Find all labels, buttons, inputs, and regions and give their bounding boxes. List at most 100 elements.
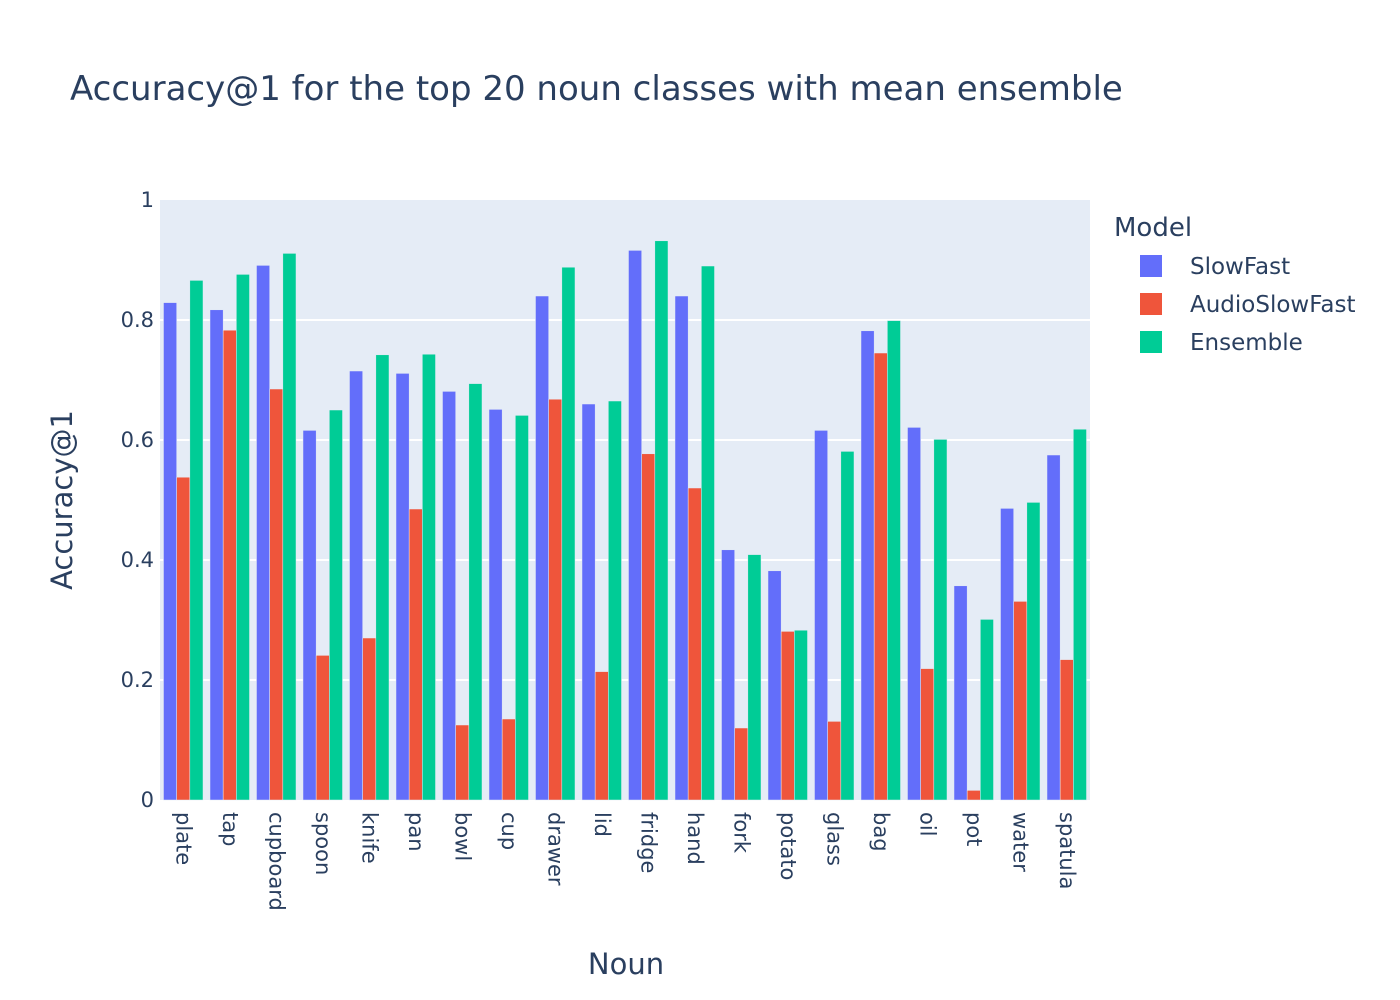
- legend-swatch-ensemble: [1140, 331, 1162, 353]
- bar-ensemble-knife: [375, 354, 390, 801]
- x-tick-label: potato: [776, 812, 800, 880]
- legend-label-slowfast: SlowFast: [1190, 254, 1290, 280]
- bar-ensemble-oil: [933, 439, 948, 801]
- x-tick-label: spoon: [311, 812, 335, 875]
- x-tick-label: pot: [962, 812, 986, 846]
- bar-ensemble-pot: [980, 619, 994, 801]
- legend-swatch-slowfast: [1140, 255, 1162, 277]
- bar-ensemble-potato: [794, 629, 808, 801]
- bar-slowfast-hand: [674, 295, 689, 801]
- x-tick-label: knife: [357, 812, 381, 864]
- legend: Model SlowFast AudioSlowFast Ensemble: [1114, 213, 1355, 356]
- bar-ensemble-bag: [887, 320, 901, 801]
- bar-slowfast-spoon: [302, 430, 317, 801]
- plot-area: [160, 200, 1090, 800]
- x-tick-label: cup: [497, 812, 521, 850]
- bar-ensemble-cup: [515, 415, 529, 801]
- bar-audioslowfast-cupboard: [269, 388, 284, 801]
- y-tick-label: 0.4: [121, 548, 154, 572]
- x-tick-label: plate: [171, 812, 195, 865]
- bar-ensemble-water: [1026, 502, 1041, 801]
- bar-audioslowfast-water: [1013, 601, 1028, 801]
- bar-audioslowfast-bowl: [455, 724, 470, 801]
- bar-ensemble-pan: [422, 353, 436, 801]
- x-axis-ticks: plate tap cupboard spoon knife pan bowl cup draw…: [171, 812, 1079, 911]
- bar-slowfast-oil: [907, 427, 921, 801]
- x-tick-label: drawer: [543, 812, 567, 886]
- bar-slowfast-pan: [395, 373, 410, 801]
- bar-audioslowfast-spoon: [315, 655, 330, 801]
- y-axis-title: Accuracy@1: [45, 410, 79, 590]
- x-tick-label: glass: [822, 812, 846, 866]
- bar-ensemble-bowl: [468, 383, 483, 801]
- bar-slowfast-drawer: [535, 295, 549, 801]
- x-tick-label: tap: [218, 812, 242, 846]
- bar-slowfast-potato: [767, 570, 782, 801]
- bar-ensemble-drawer: [561, 266, 576, 801]
- x-tick-label: water: [1008, 812, 1032, 872]
- legend-label-ensemble: Ensemble: [1190, 330, 1303, 356]
- bar-slowfast-cup: [488, 409, 503, 801]
- bar-ensemble-lid: [608, 400, 622, 801]
- bar-audioslowfast-knife: [362, 637, 377, 801]
- bar-audioslowfast-spatula: [1059, 659, 1074, 801]
- bar-audioslowfast-tap: [222, 329, 237, 801]
- bar-audioslowfast-lid: [594, 671, 609, 801]
- y-tick-label: 0.8: [121, 308, 154, 332]
- bar-ensemble-tap: [236, 274, 250, 801]
- bar-audioslowfast-plate: [176, 476, 191, 801]
- x-tick-label: oil: [915, 812, 939, 837]
- bar-slowfast-bag: [860, 330, 875, 801]
- bar-audioslowfast-glass: [827, 721, 842, 801]
- bar-audioslowfast-fork: [734, 727, 749, 801]
- bar-slowfast-bowl: [442, 391, 456, 801]
- x-tick-label: spatula: [1055, 812, 1079, 889]
- x-tick-label: cupboard: [264, 812, 288, 911]
- bar-slowfast-fridge: [628, 250, 642, 801]
- bar-audioslowfast-potato: [780, 631, 795, 801]
- x-axis-title: Noun: [588, 947, 664, 981]
- bar-audioslowfast-oil: [920, 668, 935, 801]
- bar-ensemble-spatula: [1073, 428, 1087, 801]
- y-tick-label: 0.6: [121, 428, 154, 452]
- y-tick-label: 1: [141, 188, 154, 212]
- x-tick-label: fridge: [636, 812, 660, 873]
- x-tick-label: hand: [683, 812, 707, 865]
- bar-slowfast-pot: [953, 585, 968, 801]
- bar-audioslowfast-drawer: [548, 398, 563, 801]
- x-tick-label: bag: [869, 812, 893, 852]
- bar-slowfast-glass: [814, 430, 828, 801]
- bar-ensemble-fork: [747, 554, 762, 801]
- y-tick-label: 0.2: [121, 668, 154, 692]
- y-tick-label: 0: [141, 788, 154, 812]
- x-tick-label: fork: [729, 812, 753, 854]
- bar-slowfast-fork: [721, 549, 735, 801]
- bar-audioslowfast-fridge: [641, 453, 656, 801]
- bar-ensemble-spoon: [329, 409, 343, 801]
- legend-label-audioslowfast: AudioSlowFast: [1190, 292, 1355, 318]
- bar-audioslowfast-bag: [873, 352, 888, 801]
- legend-title: Model: [1114, 213, 1192, 243]
- chart-title: Accuracy@1 for the top 20 noun classes w…: [70, 69, 1123, 109]
- bar-slowfast-lid: [581, 403, 596, 801]
- bar-slowfast-water: [1000, 508, 1014, 801]
- bar-slowfast-tap: [209, 309, 224, 801]
- bar-audioslowfast-hand: [687, 487, 702, 801]
- x-tick-label: bowl: [450, 812, 474, 861]
- bar-ensemble-plate: [189, 280, 204, 801]
- bar-slowfast-cupboard: [256, 265, 270, 801]
- bar-slowfast-plate: [163, 302, 177, 801]
- bar-slowfast-knife: [349, 370, 363, 801]
- bar-slowfast-spatula: [1046, 454, 1061, 801]
- bar-audioslowfast-pot: [966, 790, 981, 801]
- bars: [163, 240, 1087, 801]
- bar-ensemble-cupboard: [282, 253, 297, 801]
- bar-ensemble-glass: [840, 451, 855, 801]
- y-axis-ticks: 0 0.2 0.4 0.6 0.8 1: [121, 188, 154, 812]
- x-tick-label: lid: [590, 812, 614, 837]
- bar-audioslowfast-cup: [501, 718, 516, 801]
- x-tick-label: pan: [404, 812, 428, 852]
- legend-swatch-audioslowfast: [1140, 293, 1162, 315]
- bar-ensemble-hand: [701, 265, 715, 801]
